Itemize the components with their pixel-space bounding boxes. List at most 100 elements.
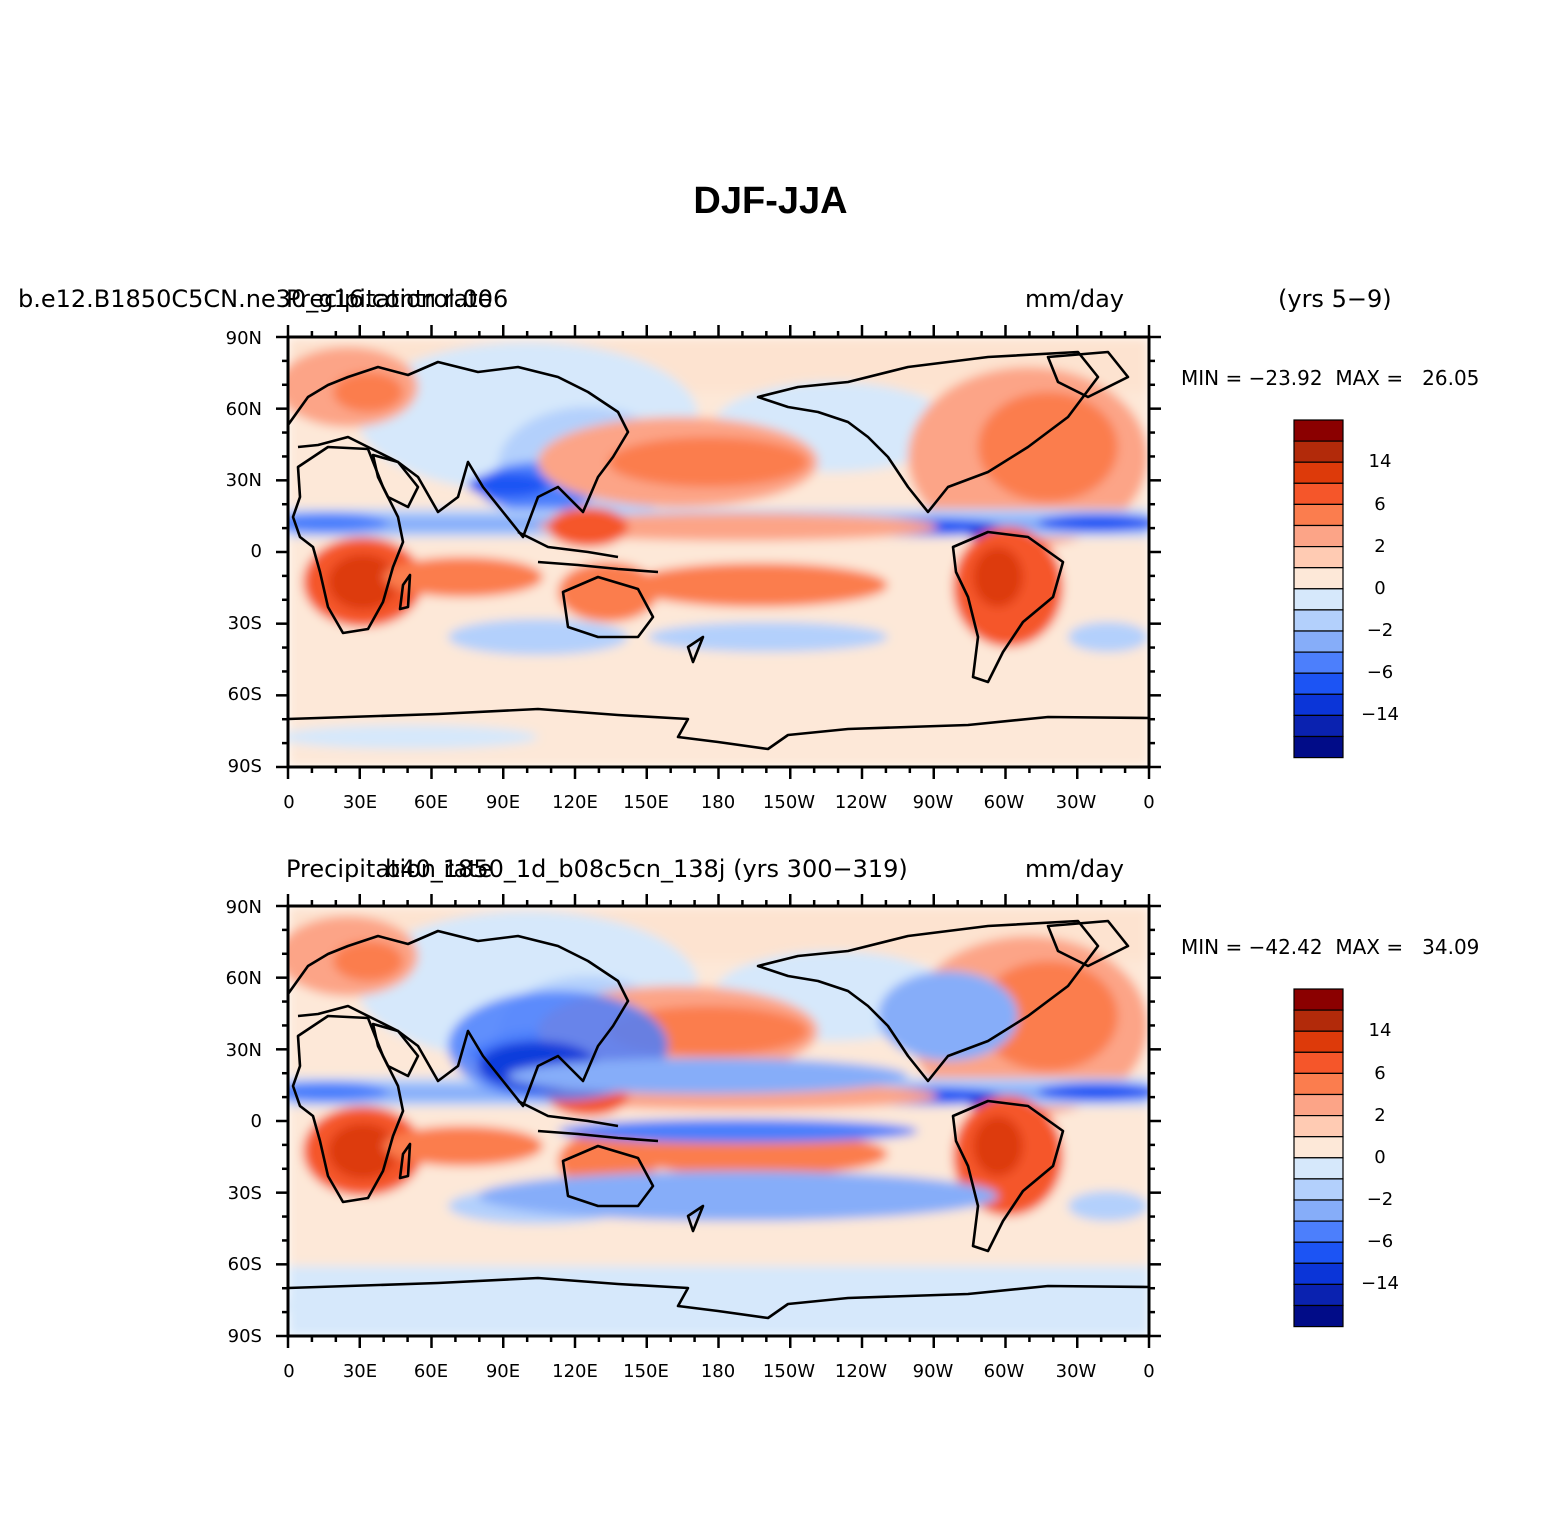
legend-label: 0 [1374,1147,1386,1168]
lat-label: 30S [227,613,262,634]
legend-label: 0 [1374,578,1386,599]
legend-swatch [1293,651,1344,674]
lat-label: 0 [250,1111,262,1132]
lon-label: 60W [983,792,1025,813]
panel2-units: mm/day [1025,855,1124,883]
legend-swatch [1293,567,1344,590]
panel1-legend-bar [1293,419,1344,759]
panel2-map [276,894,1161,1348]
legend-label: −14 [1361,704,1399,725]
legend-label: 14 [1368,1020,1392,1041]
lon-label: 0 [1143,1361,1155,1382]
legend-swatch [1293,1220,1344,1243]
legend-swatch [1293,1262,1344,1286]
lon-label: 0 [283,792,295,813]
lat-label: 30N [225,1040,262,1061]
panel2-case-name: b40_1850_1d_b08c5cn_138j (yrs 300−319) [385,855,908,883]
legend-label: 2 [1374,536,1386,557]
panel2-variable: Precipitation rate [286,855,493,883]
lon-label: 90E [485,792,521,813]
legend-swatch [1293,693,1344,716]
legend-swatch [1293,524,1344,548]
lat-label: 60N [225,399,262,420]
lon-label: 150W [762,792,816,813]
legend-swatch [1293,1093,1344,1117]
lon-label: 180 [700,792,736,813]
panel1-map [276,325,1161,779]
legend-swatch [1293,1199,1344,1222]
lat-label: 90N [225,897,262,918]
legend-swatch [1293,503,1344,527]
lon-label: 120W [834,792,888,813]
lon-label: 150W [762,1361,816,1382]
legend-swatch [1293,588,1344,611]
lon-label: 30E [342,792,378,813]
legend-label: −14 [1361,1273,1399,1294]
lon-label: 30E [342,1361,378,1382]
figure-title: DJF-JJA [693,180,848,222]
lat-label: 30N [225,470,262,491]
panel1-units: mm/day [1025,285,1124,313]
legend-swatch [1293,419,1344,442]
lon-label: 150E [623,1361,669,1382]
legend-swatch [1293,545,1344,569]
legend-swatch [1293,1072,1344,1096]
legend-swatch [1293,735,1344,759]
legend-swatch [1293,672,1344,695]
legend-swatch [1293,1114,1344,1138]
lat-label: 60S [227,684,262,705]
lat-label: 60S [227,1254,262,1275]
lon-label: 90W [912,792,954,813]
lat-label: 0 [250,541,262,562]
lat-label: 90S [227,756,262,777]
legend-label: −2 [1366,1189,1394,1210]
lon-label: 60E [413,792,449,813]
lon-label: 90W [912,1361,954,1382]
legend-swatch [1293,609,1344,632]
legend-swatch [1293,482,1344,505]
lon-label: 180 [700,1361,736,1382]
lon-label: 30W [1055,1361,1097,1382]
legend-label: 14 [1368,451,1392,472]
panel2-min-max: MIN = −42.42 MAX = 34.09 [1181,935,1480,959]
lat-label: 30S [227,1183,262,1204]
lon-label: 120E [552,792,598,813]
panel1-variable: Precipitation rate [286,285,493,313]
lon-label: 60E [413,1361,449,1382]
lat-label: 90S [227,1326,262,1347]
legend-label: −2 [1366,620,1394,641]
legend-swatch [1293,1241,1344,1264]
legend-label: −6 [1366,1231,1394,1252]
lon-label: 0 [283,1361,295,1382]
lon-label: 60W [983,1361,1025,1382]
lon-label: 30W [1055,792,1097,813]
legend-swatch [1293,1009,1344,1032]
lon-label: 90E [485,1361,521,1382]
legend-swatch [1293,1304,1344,1328]
lon-label: 0 [1143,792,1155,813]
legend-swatch [1293,630,1344,653]
legend-swatch [1293,714,1344,738]
panel1-case-name: b.e12.B1850C5CN.ne30_g16.control.006 [18,285,509,313]
legend-label: 6 [1374,1063,1386,1084]
legend-swatch [1293,1051,1344,1075]
lon-label: 120E [552,1361,598,1382]
panel1-min-max: MIN = −23.92 MAX = 26.05 [1181,366,1480,390]
lon-label: 150E [623,792,669,813]
lat-label: 60N [225,968,262,989]
lon-label: 120W [834,1361,888,1382]
legend-swatch [1293,1178,1344,1201]
legend-swatch [1293,440,1344,463]
legend-label: 6 [1374,494,1386,515]
legend-swatch [1293,1136,1344,1159]
legend-label: 2 [1374,1105,1386,1126]
legend-label: −6 [1366,662,1394,683]
lat-label: 90N [225,328,262,349]
legend-swatch [1293,1283,1344,1307]
legend-swatch [1293,461,1344,484]
panel2-legend-bar [1293,988,1344,1328]
panel1-years: (yrs 5−9) [1278,285,1392,313]
legend-swatch [1293,988,1344,1011]
legend-swatch [1293,1030,1344,1053]
